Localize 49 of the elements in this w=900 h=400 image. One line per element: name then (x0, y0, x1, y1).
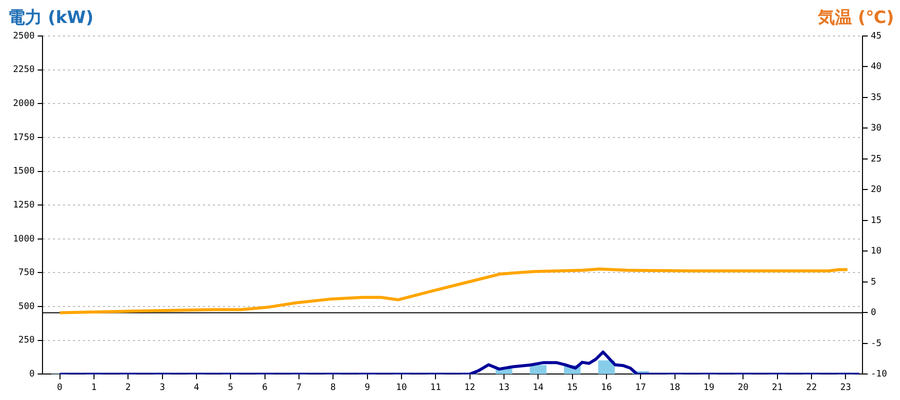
x-tick-label: 20 (738, 382, 749, 393)
x-tick-label: 21 (772, 382, 783, 393)
x-tick-label: 4 (194, 382, 200, 393)
y-tick-label: 1000 (12, 234, 35, 244)
y2-tick-label: 10 (870, 246, 882, 257)
x-tick-label: 3 (160, 382, 165, 393)
x-tick-label: 6 (262, 382, 268, 393)
x-tick-label: 19 (704, 382, 714, 393)
y-tick-label: 2000 (12, 98, 35, 109)
x-tick-label: 13 (498, 382, 510, 393)
x-tick-label: 11 (430, 382, 442, 393)
x-tick-label: 22 (806, 382, 817, 393)
y-tick-label: 750 (18, 268, 35, 278)
x-tick-label: 7 (296, 382, 302, 393)
y-tick-label: 0 (29, 370, 35, 380)
y2-tick-label: 20 (870, 185, 882, 196)
x-tick-label: 23 (840, 382, 852, 393)
x-tick-label: 0 (57, 382, 62, 393)
y-tick-label: 500 (18, 302, 35, 312)
x-tick-label: 8 (330, 382, 336, 393)
y-tick-label: 250 (18, 336, 35, 346)
x-tick-label: 2 (125, 382, 131, 393)
x-tick-label: 5 (228, 382, 234, 393)
y-tick-label: 1500 (12, 166, 35, 177)
y2-tick-label: 45 (870, 31, 882, 42)
x-tick-label: 18 (669, 382, 680, 393)
y-axis-title: 電力 (kW) (8, 7, 94, 29)
y2-tick-label: -5 (870, 338, 882, 349)
y2-tick-label: 25 (870, 154, 882, 164)
y2-tick-label: 5 (870, 277, 876, 288)
x-tick-label: 14 (532, 382, 544, 393)
y-tick-label: 2250 (12, 65, 35, 76)
y-tick-label: 1750 (12, 132, 35, 143)
y2-axis-title: 気温 (℃) (818, 7, 894, 29)
x-tick-label: 16 (601, 382, 612, 393)
y2-tick-label: 0 (870, 308, 876, 318)
x-tick-label: 17 (635, 382, 646, 393)
x-tick-label: 9 (364, 382, 370, 393)
y-tick-label: 2500 (12, 31, 35, 42)
x-tick-label: 1 (91, 382, 97, 393)
x-tick-label: 10 (396, 382, 407, 393)
y2-tick-label: -10 (870, 370, 888, 380)
y2-tick-label: 35 (870, 92, 882, 103)
x-tick-label: 15 (566, 382, 578, 393)
y2-tick-label: 40 (870, 62, 882, 72)
y-tick-label: 1250 (12, 200, 35, 210)
y2-tick-label: 15 (870, 216, 882, 226)
x-tick-label: 12 (464, 382, 476, 393)
y2-tick-label: 30 (870, 124, 882, 134)
